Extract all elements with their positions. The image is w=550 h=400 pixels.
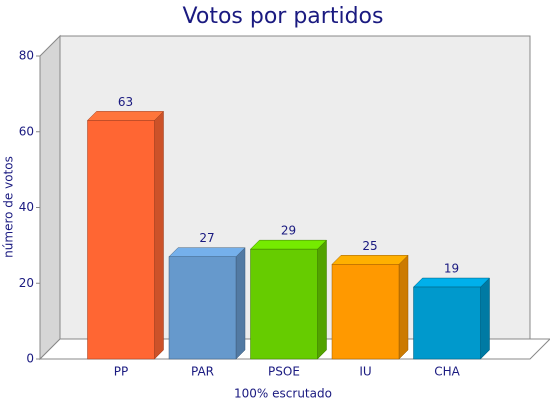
y-tick-label: 0 xyxy=(26,352,34,366)
data-label: 19 xyxy=(444,262,459,276)
y-tick-label: 80 xyxy=(19,49,34,63)
bar-top xyxy=(249,239,328,250)
bar xyxy=(250,248,318,360)
bar-side xyxy=(235,247,246,360)
bar-top xyxy=(331,255,409,265)
side-wall xyxy=(39,34,61,361)
y-tick-label: 60 xyxy=(19,124,34,138)
x-tick-label: IU xyxy=(359,365,371,379)
data-label: 25 xyxy=(362,239,377,253)
bar xyxy=(87,120,155,360)
data-label: 29 xyxy=(281,224,296,238)
bar-top xyxy=(168,247,246,257)
x-tick-label: PAR xyxy=(191,365,214,379)
bar-side xyxy=(154,110,164,360)
y-tick-label: 40 xyxy=(19,200,34,214)
chart-title: Votos por partidos xyxy=(183,4,384,29)
bar-side xyxy=(317,239,327,360)
bar-side xyxy=(398,254,409,360)
bar-top xyxy=(412,277,491,288)
x-tick-label: PP xyxy=(114,365,128,379)
data-label: 63 xyxy=(118,95,133,109)
bar xyxy=(331,264,400,360)
bar-side xyxy=(480,277,490,360)
bar xyxy=(413,286,481,360)
bar xyxy=(168,256,237,360)
y-axis-label: número de votos xyxy=(2,156,16,258)
y-tick-label: 20 xyxy=(19,276,34,290)
bar-top xyxy=(86,111,165,121)
x-axis-label: 100% escrutado xyxy=(234,387,332,400)
x-tick-label: PSOE xyxy=(268,365,300,379)
x-tick-label: CHA xyxy=(434,365,460,379)
data-label: 27 xyxy=(199,231,214,245)
